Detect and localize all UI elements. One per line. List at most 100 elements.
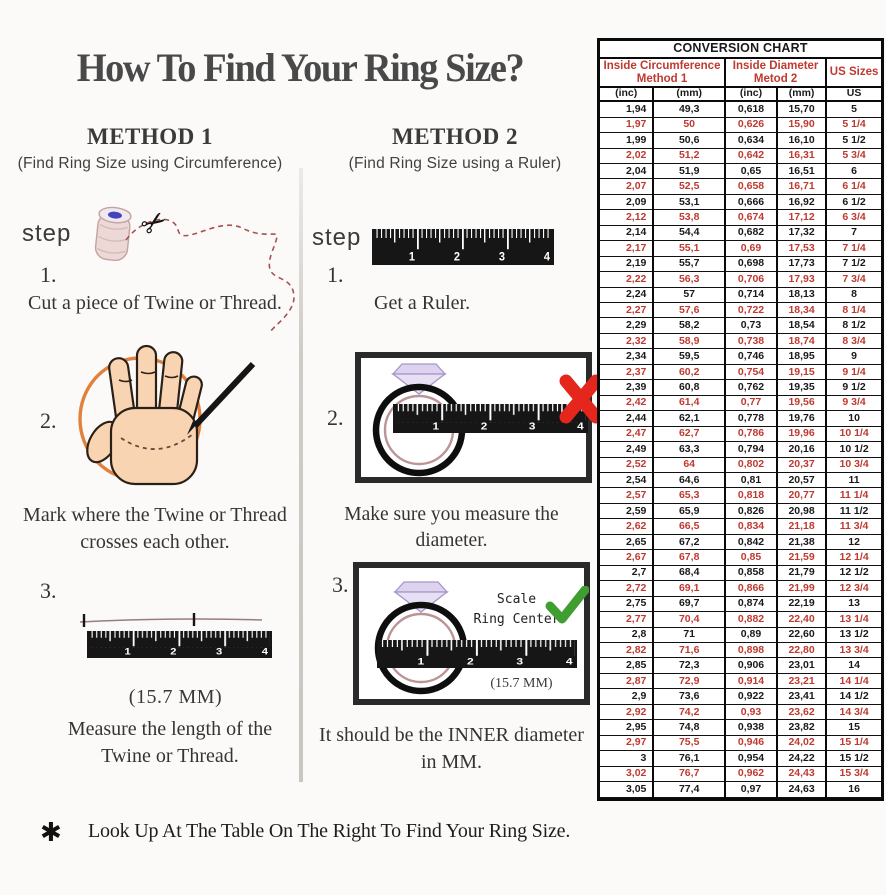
chart-cell: 60,8 bbox=[652, 379, 726, 396]
chart-row: 2,39 60,8 0,762 19,35 9 1/2 bbox=[600, 379, 881, 396]
chart-cell: 5 1/4 bbox=[825, 116, 881, 134]
ruler-number: 2 bbox=[454, 250, 461, 264]
chart-cell: 0,706 bbox=[724, 271, 777, 288]
thread-loops-illustration bbox=[125, 218, 295, 333]
chart-cell: 54,4 bbox=[652, 224, 726, 242]
chart-row: 2,95 74,8 0,938 23,82 15 bbox=[600, 719, 881, 736]
chart-cell: 11 3/4 bbox=[825, 518, 881, 535]
chart-cell: 22,80 bbox=[775, 641, 827, 659]
chart-row: 2,9 73,6 0,922 23,41 14 1/2 bbox=[600, 688, 881, 705]
chart-cell: 13 3/4 bbox=[825, 641, 881, 659]
chart-unit: (inc) bbox=[724, 87, 777, 102]
chart-title-row: CONVERSION CHART bbox=[600, 41, 881, 59]
page-title: How To Find Your Ring Size? bbox=[76, 45, 525, 90]
chart-cell: 2,92 bbox=[600, 703, 654, 721]
chart-cell: 75,5 bbox=[652, 734, 726, 752]
chart-cell: 2,54 bbox=[600, 472, 654, 489]
chart-cell: 9 3/4 bbox=[825, 394, 881, 412]
chart-cell: 2,65 bbox=[600, 533, 654, 551]
chart-cell: 19,35 bbox=[775, 379, 827, 396]
chart-cell: 1,94 bbox=[600, 100, 654, 118]
chart-cell: 9 1/4 bbox=[825, 363, 881, 381]
chart-group2-line1: Inside Diameter bbox=[732, 60, 819, 73]
chart-cell: 0,858 bbox=[724, 564, 777, 582]
ruler-number: 2 bbox=[467, 657, 474, 668]
chart-cell: 0,626 bbox=[724, 116, 777, 134]
chart-cell: 61,4 bbox=[652, 394, 726, 412]
chart-cell: 12 1/4 bbox=[825, 549, 881, 566]
chart-cell: 0,914 bbox=[724, 672, 777, 690]
method1-measurement: (15.7 MM) bbox=[128, 686, 223, 708]
chart-cell: 51,9 bbox=[652, 162, 726, 180]
method1-step3-caption-line1: Measure the length of the bbox=[67, 718, 273, 740]
chart-cell: 13 1/2 bbox=[825, 626, 881, 644]
chart-cell: 0,81 bbox=[724, 472, 777, 489]
chart-cell: 0,818 bbox=[724, 487, 777, 504]
chart-unit: (mm) bbox=[652, 87, 726, 102]
chart-cell: 77,4 bbox=[652, 781, 726, 798]
method2-step3-caption-line1: It should be the INNER diameter bbox=[319, 724, 584, 746]
chart-group1-line1: Inside Circumference bbox=[603, 60, 721, 73]
chart-cell: 56,3 bbox=[652, 271, 726, 288]
chart-cell: 24,22 bbox=[775, 750, 827, 767]
method1-step2-caption: Mark where the Twine or Thread crosses e… bbox=[10, 502, 300, 556]
chart-row: 2,14 54,4 0,682 17,32 7 bbox=[600, 224, 881, 242]
chart-cell: 65,9 bbox=[652, 502, 726, 520]
chart-cell: 0,962 bbox=[724, 765, 777, 783]
chart-row: 2,59 65,9 0,826 20,98 11 1/2 bbox=[600, 502, 881, 520]
chart-cell: 0,73 bbox=[724, 317, 777, 334]
chart-cell: 18,95 bbox=[775, 348, 827, 365]
chart-cell: 8 3/4 bbox=[825, 332, 881, 350]
chart-row: 2,34 59,5 0,746 18,95 9 bbox=[600, 348, 881, 365]
chart-cell: 58,9 bbox=[652, 332, 726, 350]
chart-group-header-row: Inside Circumference Method 1 Inside Dia… bbox=[600, 58, 881, 88]
chart-cell: 0,802 bbox=[724, 456, 777, 474]
chart-cell: 57 bbox=[652, 286, 726, 304]
chart-cell: 9 1/2 bbox=[825, 379, 881, 396]
method2-step1-number: 1. bbox=[327, 262, 344, 287]
chart-cell: 2,52 bbox=[600, 456, 654, 474]
chart-cell: 0,738 bbox=[724, 332, 777, 350]
chart-row: 2,65 67,2 0,842 21,38 12 bbox=[600, 533, 881, 551]
ruler-number: 4 bbox=[262, 647, 269, 657]
chart-cell: 20,57 bbox=[775, 472, 827, 489]
method1-ruler: 1 2 3 4 bbox=[87, 631, 272, 658]
method1-step2-number: 2. bbox=[40, 408, 57, 433]
chart-cell: 55,7 bbox=[652, 255, 726, 273]
chart-cell: 72,9 bbox=[652, 672, 726, 690]
ruler-number: 4 bbox=[566, 657, 573, 668]
chart-cell: 2,62 bbox=[600, 518, 654, 535]
chart-cell: 2,24 bbox=[600, 286, 654, 304]
chart-row: 2,12 53,8 0,674 17,12 6 3/4 bbox=[600, 209, 881, 226]
footer-note: Look Up At The Table On The Right To Fin… bbox=[88, 820, 571, 842]
chart-cell: 2,27 bbox=[600, 302, 654, 319]
chart-cell: 0,69 bbox=[724, 240, 777, 257]
chart-cell: 2,72 bbox=[600, 580, 654, 597]
chart-cell: 0,714 bbox=[724, 286, 777, 304]
chart-cell: 0,922 bbox=[724, 688, 777, 705]
chart-cell: 0,874 bbox=[724, 595, 777, 613]
chart-cell: 0,842 bbox=[724, 533, 777, 551]
pen-icon bbox=[192, 361, 256, 429]
chart-cell: 2,34 bbox=[600, 348, 654, 365]
chart-cell: 7 1/2 bbox=[825, 255, 881, 273]
chart-cell: 2,49 bbox=[600, 441, 654, 458]
method2-step2-box: 1 2 3 4 bbox=[355, 352, 592, 483]
chart-row: 2,32 58,9 0,738 18,74 8 3/4 bbox=[600, 332, 881, 350]
method1-step1-number: 1. bbox=[40, 262, 57, 287]
method2-step-label: step bbox=[312, 224, 362, 251]
chart-cell: 0,722 bbox=[724, 302, 777, 319]
chart-cell: 16,10 bbox=[775, 132, 827, 149]
chart-cell: 0,97 bbox=[724, 781, 777, 798]
chart-cell: 18,74 bbox=[775, 332, 827, 350]
chart-cell: 12 bbox=[825, 533, 881, 551]
chart-cell: 5 bbox=[825, 100, 881, 118]
chart-cell: 0,882 bbox=[724, 611, 777, 628]
chart-cell: 16 bbox=[825, 781, 881, 798]
chart-row: 2,97 75,5 0,946 24,02 15 1/4 bbox=[600, 734, 881, 752]
chart-cell: 2,97 bbox=[600, 734, 654, 752]
chart-cell: 2,8 bbox=[600, 626, 654, 644]
ruler-number: 1 bbox=[409, 250, 416, 264]
chart-row: 2,19 55,7 0,698 17,73 7 1/2 bbox=[600, 255, 881, 273]
chart-cell: 58,2 bbox=[652, 317, 726, 334]
